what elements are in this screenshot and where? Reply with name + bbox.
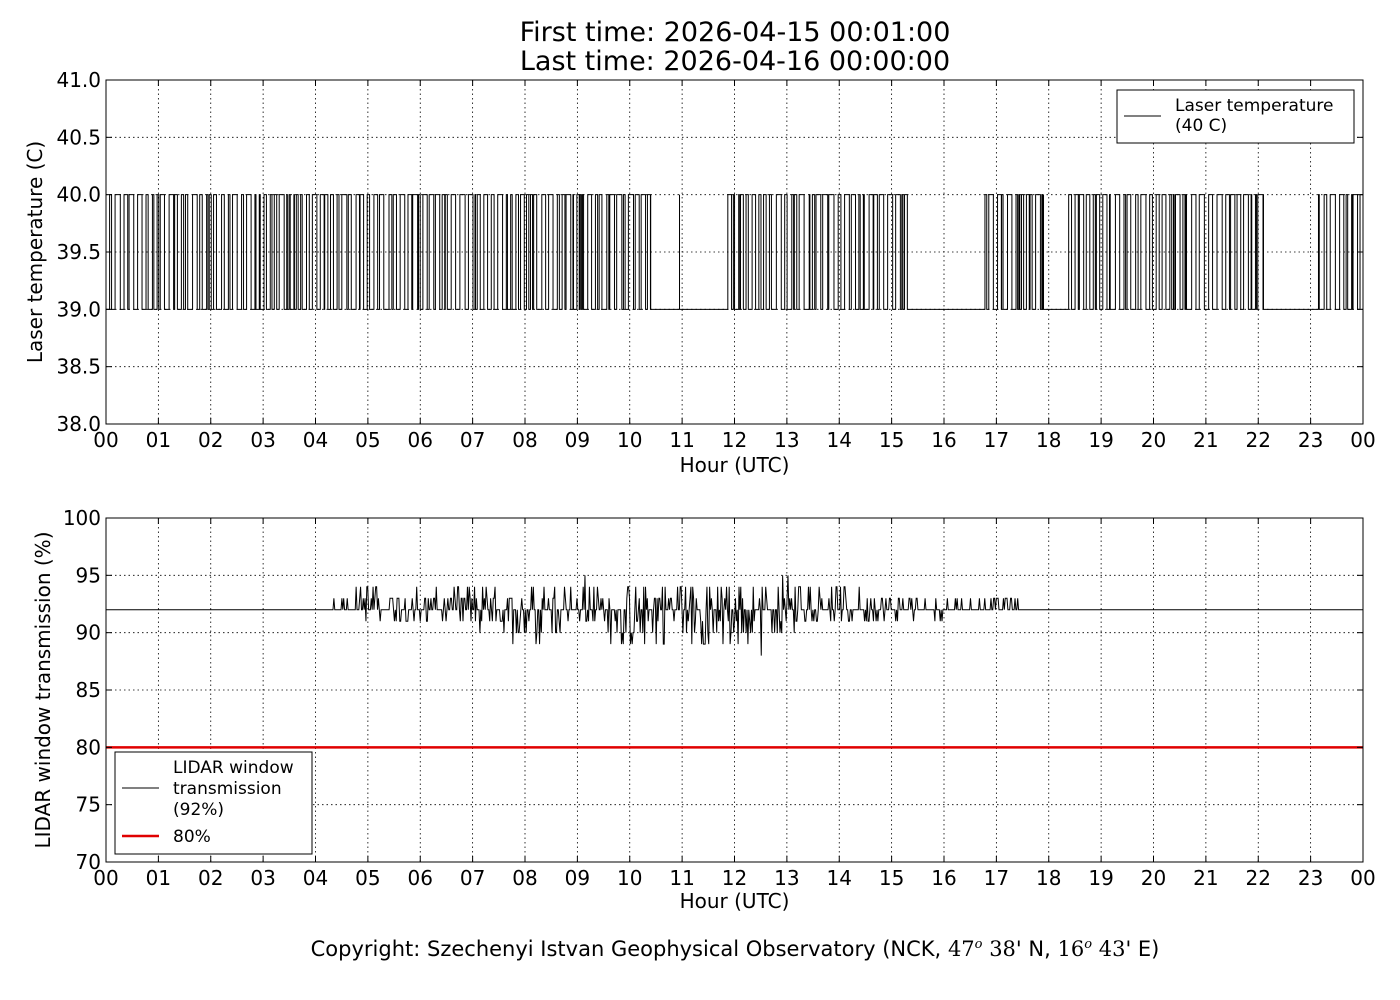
x-tick-label: 08 [512, 866, 537, 890]
x-axis-label: Hour (UTC) [680, 453, 790, 477]
x-tick-label: 20 [1141, 428, 1166, 452]
y-tick-label: 90 [76, 621, 101, 645]
x-tick-label: 12 [722, 428, 747, 452]
x-tick-label: 07 [460, 866, 485, 890]
x-tick-label: 02 [198, 428, 223, 452]
y-tick-label: 39.0 [56, 297, 101, 321]
y-axis-label: LIDAR window transmission (%) [31, 532, 55, 849]
x-tick-label: 13 [774, 866, 799, 890]
longitude-degrees: 16 [1057, 937, 1085, 961]
x-tick-label: 22 [1246, 866, 1271, 890]
y-tick-label: 100 [63, 506, 101, 530]
legend-label-80-percent: 80% [173, 827, 211, 847]
x-tick-label: 00 [1350, 866, 1375, 890]
x-tick-label: 05 [355, 866, 380, 890]
x-tick-label: 19 [1088, 866, 1113, 890]
x-tick-label: 09 [565, 428, 590, 452]
y-tick-label: 41.0 [56, 68, 101, 92]
x-tick-label: 21 [1193, 866, 1218, 890]
y-tick-label: 95 [76, 563, 101, 587]
x-tick-label: 10 [617, 428, 642, 452]
x-axis-label: Hour (UTC) [680, 889, 790, 913]
y-tick-label: 38.0 [56, 412, 101, 436]
x-tick-label: 12 [722, 866, 747, 890]
x-tick-label: 19 [1088, 428, 1113, 452]
x-tick-label: 17 [984, 428, 1009, 452]
chart-title-line2: Last time: 2026-04-16 00:00:00 [519, 46, 951, 77]
legend-label-laser-temperature: (40 C) [1175, 116, 1227, 136]
plot-area [106, 575, 1363, 749]
x-tick-label: 11 [669, 866, 694, 890]
latitude-hemisphere: ' N, [1015, 937, 1051, 961]
chart-title-line1: First time: 2026-04-15 00:01:00 [519, 17, 951, 48]
latitude-minutes: 38 [989, 937, 1016, 961]
x-tick-label: 02 [198, 866, 223, 890]
longitude-degree-symbol: o [1084, 937, 1093, 952]
x-tick-label: 06 [408, 428, 433, 452]
laser-temperature-panel: 00 01 02 03 04 05 06 07 08 09 10 11 12 13 14 15 16 17 18 19… [23, 68, 1376, 477]
copyright-text: Copyright: Szechenyi Istvan Geophysical … [310, 937, 942, 961]
x-tick-label: 01 [146, 428, 171, 452]
series-line-lidar-transmission [106, 575, 1363, 656]
longitude-minutes: 43 [1098, 937, 1126, 961]
x-tick-label: 00 [93, 866, 118, 890]
x-tick-label: 21 [1193, 428, 1218, 452]
x-tick-label: 01 [146, 866, 171, 890]
longitude-hemisphere: ' E) [1125, 937, 1160, 961]
y-tick-label: 85 [76, 678, 101, 702]
x-tick-label: 18 [1036, 866, 1061, 890]
x-tick-label: 11 [669, 428, 694, 452]
y-tick-label: 40.0 [56, 183, 101, 207]
x-tick-label: 22 [1246, 428, 1271, 452]
x-tick-label: 10 [617, 866, 642, 890]
x-tick-label: 07 [460, 428, 485, 452]
latitude-degree-symbol: o [974, 937, 983, 952]
y-tick-label: 40.5 [56, 125, 101, 149]
x-tick-label: 15 [879, 428, 904, 452]
x-tick-label: 16 [931, 866, 956, 890]
x-tick-label: 13 [774, 428, 799, 452]
y-tick-label: 70 [76, 850, 101, 874]
x-tick-label: 00 [93, 428, 118, 452]
x-tick-label: 17 [984, 866, 1009, 890]
x-tick-label: 00 [1350, 428, 1375, 452]
x-tick-label: 06 [408, 866, 433, 890]
x-tick-label: 09 [565, 866, 590, 890]
x-tick-label: 04 [303, 428, 328, 452]
legend-label-lidar-transmission: (92%) [173, 800, 224, 820]
x-tick-label: 16 [931, 428, 956, 452]
latitude-degrees: 47 [947, 937, 975, 961]
x-tick-label: 04 [303, 866, 328, 890]
x-tick-label: 03 [250, 428, 275, 452]
y-tick-label: 75 [76, 793, 101, 817]
copyright-footer: Copyright: Szechenyi Istvan Geophysical … [0, 937, 1400, 961]
plot-area [106, 194, 1363, 310]
x-tick-label: 20 [1141, 866, 1166, 890]
legend-label-lidar-transmission: transmission [173, 779, 282, 799]
y-axis-label: Laser temperature (C) [23, 141, 47, 363]
y-tick-label: 38.5 [56, 355, 101, 379]
x-tick-label: 23 [1298, 866, 1323, 890]
x-tick-label: 14 [827, 428, 852, 452]
lidar-transmission-panel: 00 01 02 03 04 05 06 07 08 09 10 11 12 13 14 15 16 17 18 19… [31, 506, 1376, 913]
x-tick-label: 08 [512, 428, 537, 452]
legend-box [114, 751, 313, 855]
series-line-laser-temperature [106, 194, 1363, 310]
x-tick-label: 14 [827, 866, 852, 890]
y-tick-label: 80 [76, 735, 101, 759]
legend-label-lidar-transmission: LIDAR window [173, 758, 294, 778]
x-tick-label: 05 [355, 428, 380, 452]
x-tick-label: 03 [250, 866, 275, 890]
x-tick-label: 18 [1036, 428, 1061, 452]
x-tick-label: 23 [1298, 428, 1323, 452]
legend-label-laser-temperature: Laser temperature [1175, 96, 1333, 116]
y-tick-label: 39.5 [56, 240, 101, 264]
x-tick-label: 15 [879, 866, 904, 890]
